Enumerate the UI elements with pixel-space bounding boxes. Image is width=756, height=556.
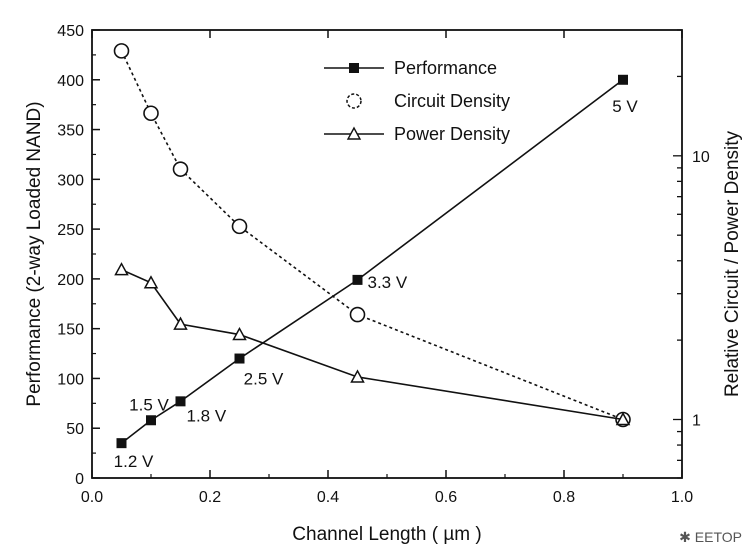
y-tick-label: 100 [57, 371, 84, 388]
y2-tick-label: 1 [692, 413, 701, 430]
data-point-performance [116, 438, 127, 449]
data-point-power-density [143, 275, 159, 289]
data-point-circuit-density [143, 105, 159, 122]
wechat-icon: ✱ [679, 529, 691, 545]
series-line-power-density [121, 268, 624, 421]
data-point-performance [352, 274, 363, 285]
point-annotation: 1.8 V [187, 406, 227, 425]
legend-label-power-density: Power Density [394, 124, 510, 144]
point-annotation: 2.5 V [244, 370, 284, 389]
data-point-performance [175, 396, 186, 407]
legend-marker-power-density [346, 126, 362, 140]
data-point-circuit-density [113, 43, 130, 59]
legend-marker-performance [349, 63, 359, 73]
data-point-performance [618, 74, 628, 85]
point-annotation: 1.5 V [129, 395, 169, 414]
x-tick-label: 0.4 [317, 489, 339, 506]
y-axis-title: Performance (2-way Loaded NAND) [24, 101, 45, 406]
data-point-circuit-density [172, 161, 189, 177]
data-point-performance [234, 353, 245, 364]
data-point-power-density [232, 326, 247, 341]
y-tick-label: 400 [57, 73, 84, 90]
data-point-circuit-density [231, 218, 248, 235]
data-point-power-density [350, 369, 365, 383]
legend-label-circuit-density: Circuit Density [394, 91, 510, 111]
x-tick-label: 0.8 [553, 489, 575, 506]
legend-marker-circuit-density [346, 93, 362, 109]
y-tick-label: 50 [66, 421, 84, 438]
y2-tick-label: 10 [692, 149, 710, 166]
data-point-power-density [173, 316, 188, 330]
y-tick-label: 300 [57, 172, 84, 189]
y-tick-label: 450 [57, 23, 84, 40]
watermark: ✱ EETOP [679, 529, 742, 546]
legend-label-performance: Performance [394, 58, 497, 78]
y-tick-label: 150 [57, 322, 84, 339]
x-tick-label: 0.6 [435, 489, 457, 506]
data-point-performance [146, 415, 156, 426]
y-tick-label: 250 [57, 222, 84, 239]
y-tick-label: 350 [57, 123, 84, 140]
data-point-power-density [114, 262, 129, 276]
y2-axis-title: Relative Circuit / Power Density [722, 130, 743, 397]
x-tick-label: 0.0 [81, 489, 103, 506]
x-tick-label: 1.0 [671, 489, 693, 506]
data-point-power-density [615, 411, 631, 426]
x-axis-title: Channel Length ( µm ) [292, 524, 481, 545]
y-tick-label: 0 [75, 471, 84, 488]
data-point-circuit-density [349, 306, 366, 323]
watermark-text: EETOP [694, 529, 742, 545]
point-annotation: 3.3 V [368, 273, 408, 292]
point-annotation: 5 V [612, 97, 638, 116]
point-annotation: 1.2 V [114, 452, 154, 471]
y-tick-label: 200 [57, 272, 84, 289]
series-line-circuit-density [120, 50, 624, 421]
plot-frame [91, 29, 683, 479]
x-tick-label: 0.2 [199, 489, 221, 506]
